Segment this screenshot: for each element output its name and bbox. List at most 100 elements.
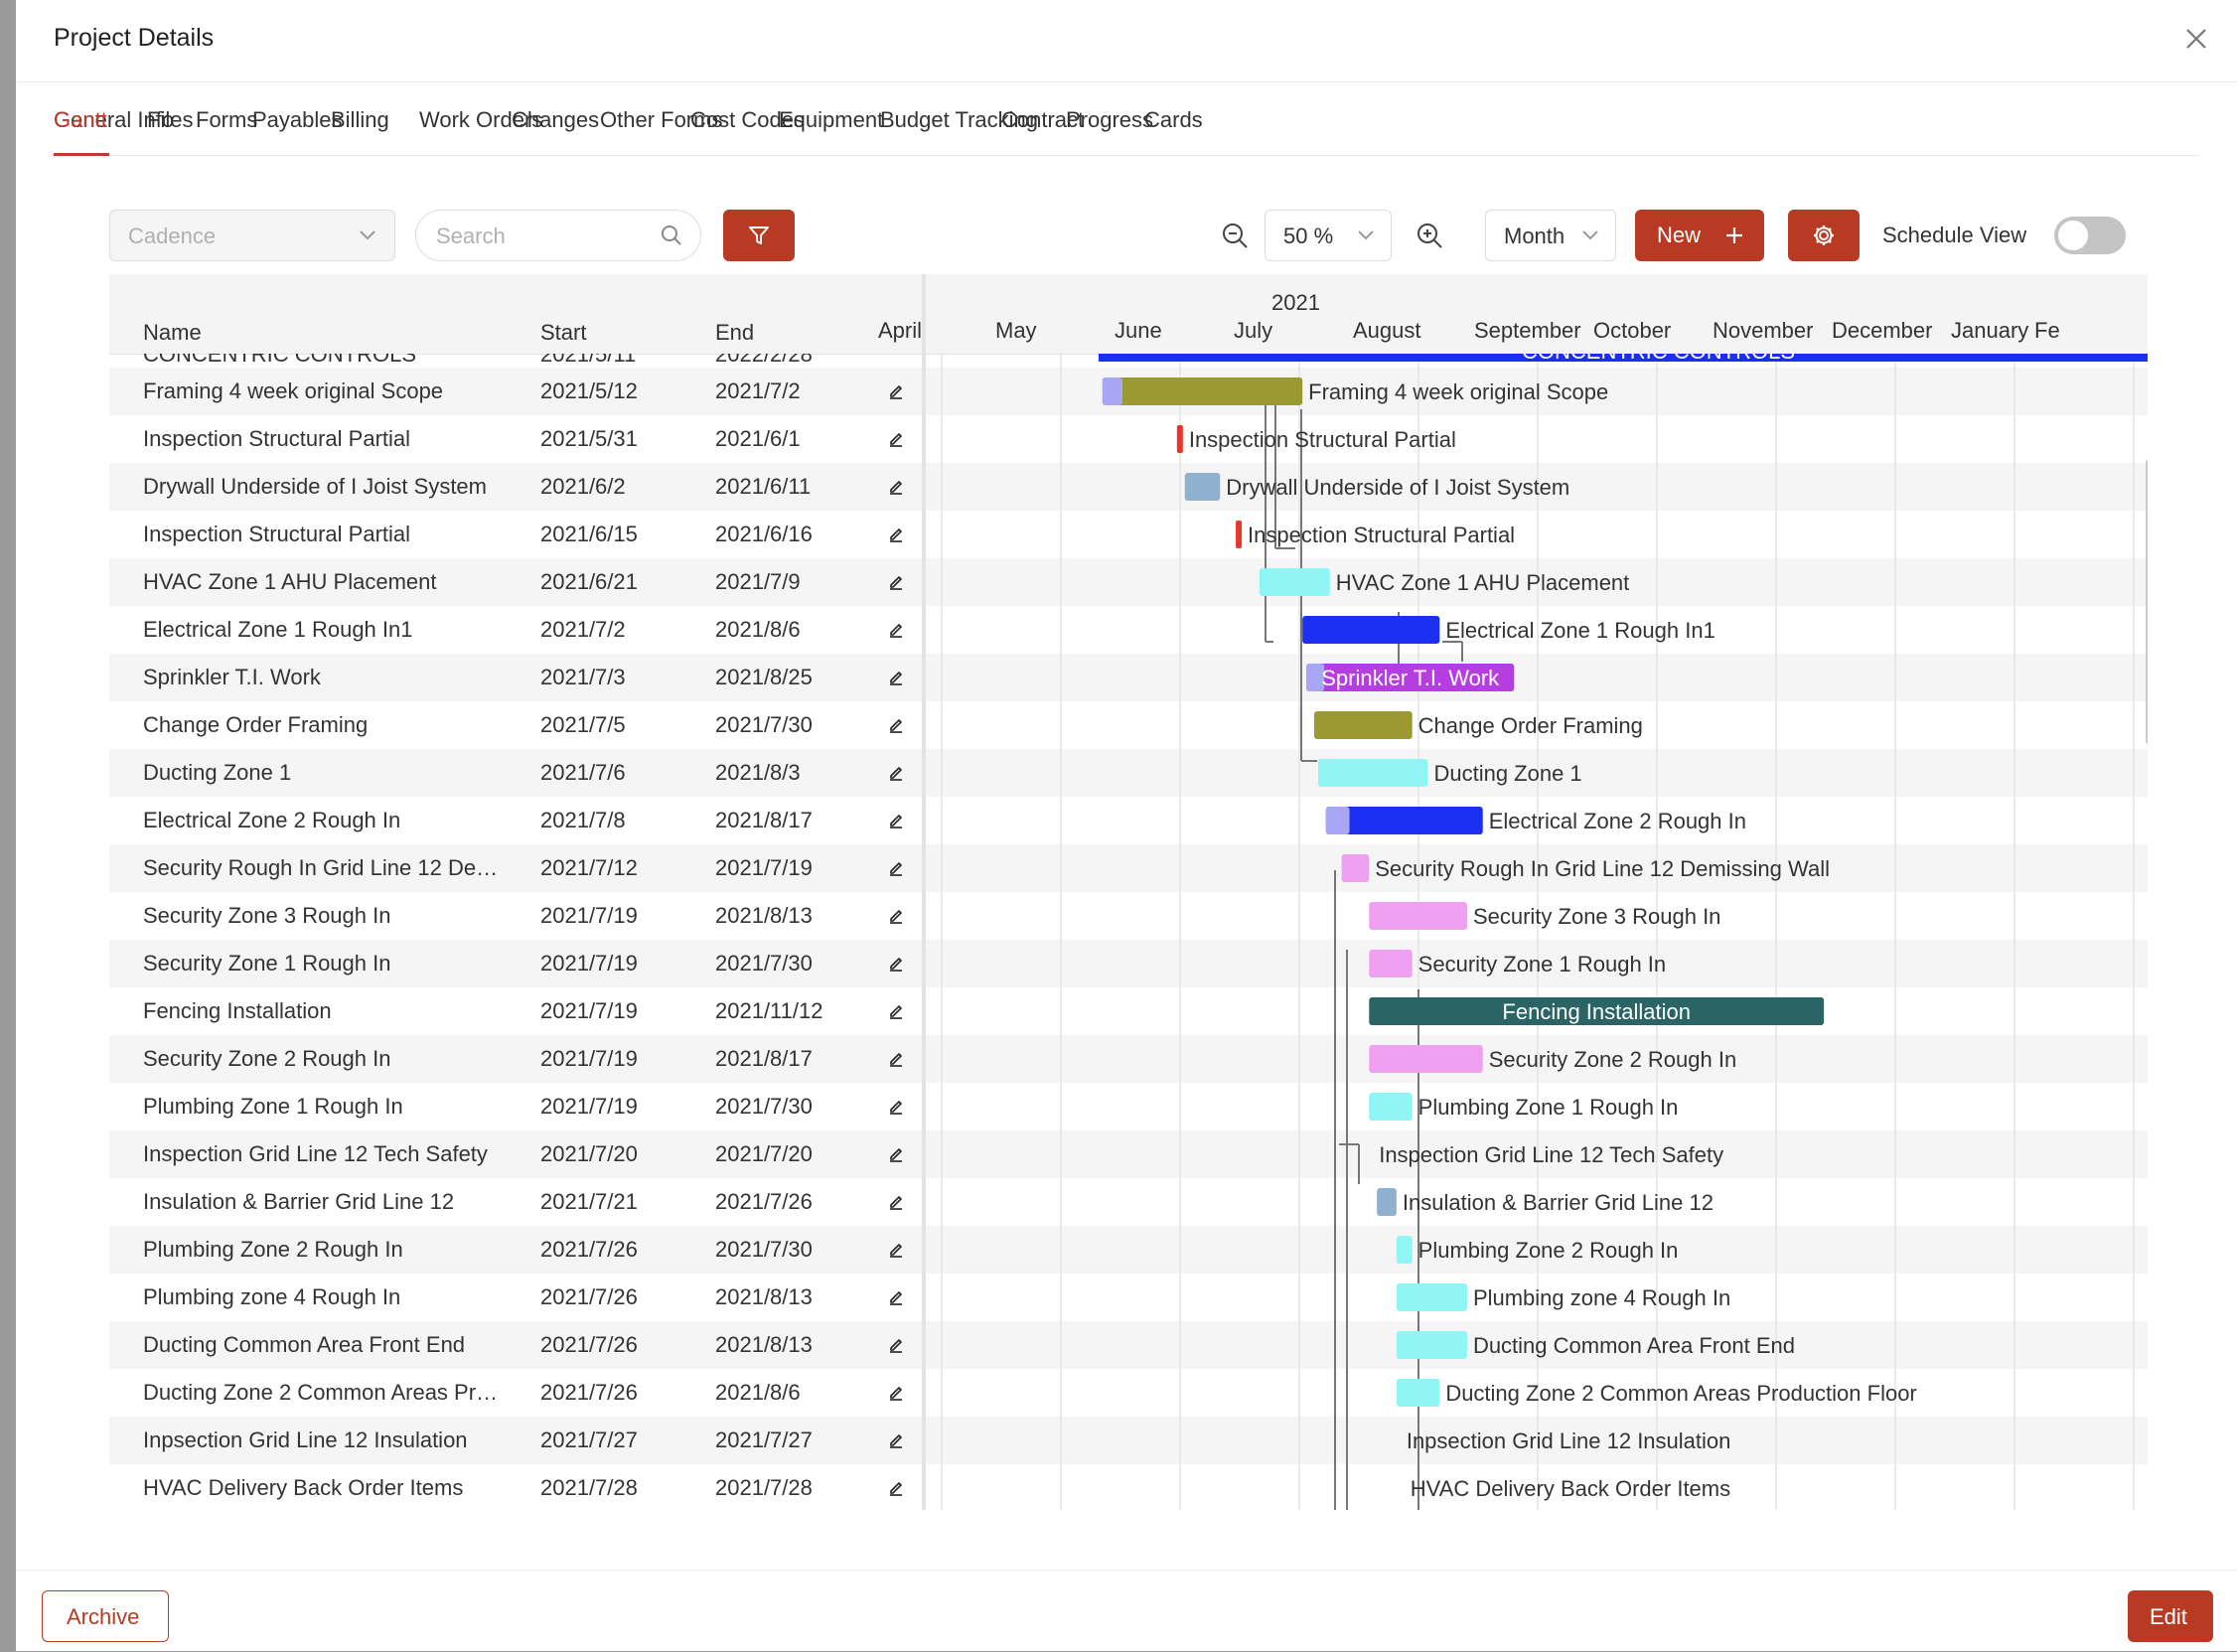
tab-gantt[interactable]: Gantt — [54, 107, 107, 132]
gantt-bar[interactable] — [1377, 1188, 1397, 1216]
tab-other-forms[interactable]: Other Forms — [600, 107, 723, 132]
filter-button[interactable] — [723, 210, 795, 261]
edit-icon[interactable] — [888, 811, 904, 828]
edit-icon[interactable] — [888, 1335, 904, 1353]
column-header-start[interactable]: Start — [540, 320, 587, 345]
edit-icon[interactable] — [888, 715, 904, 733]
edit-icon[interactable] — [888, 906, 904, 924]
cadence-select[interactable]: Cadence — [109, 210, 395, 261]
edit-icon[interactable] — [888, 477, 904, 495]
tab-budget-tracking[interactable]: Budget Tracking — [880, 107, 1038, 132]
table-row[interactable]: Security Zone 1 Rough In 2021/7/19 2021/7/… — [109, 940, 922, 987]
table-row[interactable]: Ducting Zone 2 Common Areas Pr… 2021/7/26… — [109, 1369, 922, 1417]
table-row[interactable]: HVAC Delivery Back Order Items 2021/7/28 2… — [109, 1464, 922, 1510]
gantt-task[interactable]: Plumbing Zone 1 Rough In — [1369, 1093, 1678, 1121]
gantt-task[interactable]: Ducting Zone 1 — [1317, 759, 1582, 787]
settings-button[interactable] — [1788, 210, 1860, 261]
gantt-bar-top[interactable] — [1098, 354, 2148, 362]
tab-contract[interactable]: Contract — [1001, 107, 1085, 132]
edit-icon[interactable] — [888, 1144, 904, 1162]
gantt-task[interactable]: Framing 4 week original Scope — [1102, 377, 1608, 405]
edit-icon[interactable] — [888, 1049, 904, 1067]
gantt-bar[interactable] — [1184, 473, 1221, 501]
search-icon[interactable] — [661, 225, 682, 246]
table-row[interactable]: Ducting Zone 1 2021/7/6 2021/8/3 — [109, 749, 922, 797]
pane-splitter[interactable] — [922, 274, 926, 1510]
gantt-bar[interactable] — [1317, 759, 1428, 787]
gantt-bar[interactable] — [1341, 854, 1370, 882]
edit-icon[interactable] — [888, 954, 904, 972]
gantt-bar[interactable] — [1259, 568, 1330, 596]
edit-icon[interactable] — [888, 572, 904, 590]
edit-icon[interactable] — [888, 763, 904, 781]
edit-icon[interactable] — [888, 1001, 904, 1019]
table-row[interactable]: Security Zone 2 Rough In 2021/7/19 2021/8/… — [109, 1035, 922, 1083]
table-row[interactable]: Plumbing zone 4 Rough In 2021/7/26 2021/8/… — [109, 1274, 922, 1321]
tab-cost-codes[interactable]: Cost Codes — [690, 107, 805, 132]
gantt-bar[interactable] — [1314, 711, 1413, 739]
gantt-task[interactable]: Electrical Zone 1 Rough In1 — [1302, 616, 1715, 644]
tab-files[interactable]: Files — [147, 107, 194, 132]
gantt-task[interactable]: Plumbing Zone 2 Rough In — [1396, 1236, 1679, 1264]
gantt-task[interactable]: Electrical Zone 2 Rough In — [1325, 807, 1746, 834]
zoom-out-icon[interactable] — [1220, 221, 1250, 250]
gantt-task[interactable]: HVAC Delivery Back Order Items — [1411, 1476, 1730, 1501]
gantt-task[interactable]: Inpsection Grid Line 12 Insulation — [1407, 1428, 1731, 1453]
table-row[interactable]: Electrical Zone 1 Rough In1 2021/7/2 2021/… — [109, 606, 922, 654]
table-row[interactable]: HVAC Zone 1 AHU Placement 2021/6/21 2021/7… — [109, 558, 922, 606]
new-button[interactable]: New — [1635, 210, 1764, 261]
edit-icon[interactable] — [888, 1383, 904, 1401]
vertical-scrollbar[interactable] — [2146, 459, 2148, 745]
table-row[interactable]: Inpsection Grid Line 12 Insulation 2021/7… — [109, 1417, 922, 1464]
gantt-task[interactable]: Security Rough In Grid Line 12 Demissing… — [1341, 854, 1830, 882]
column-header-name[interactable]: Name — [143, 320, 202, 345]
search-input[interactable] — [434, 221, 657, 252]
gantt-task[interactable]: Insulation & Barrier Grid Line 12 — [1377, 1188, 1714, 1216]
table-row[interactable]: Insulation & Barrier Grid Line 12 2021/7/… — [109, 1178, 922, 1226]
table-row[interactable]: Framing 4 week original Scope 2021/5/12 20… — [109, 368, 922, 415]
edit-icon[interactable] — [888, 1240, 904, 1258]
edit-icon[interactable] — [888, 525, 904, 542]
gantt-bar[interactable] — [1396, 1379, 1440, 1407]
gantt-bar[interactable] — [1396, 1236, 1413, 1264]
gantt-task[interactable]: Security Zone 1 Rough In — [1369, 950, 1666, 977]
table-row[interactable]: Ducting Common Area Front End 2021/7/26 20… — [109, 1321, 922, 1369]
table-row[interactable]: Security Zone 3 Rough In 2021/7/19 2021/8/… — [109, 892, 922, 940]
tab-payables[interactable]: Payables — [252, 107, 343, 132]
tab-equipment[interactable]: Equipment — [779, 107, 884, 132]
zoom-select[interactable]: 50 % — [1265, 210, 1392, 261]
gantt-task[interactable]: Sprinkler T.I. Work — [1306, 664, 1515, 691]
gantt-task[interactable]: HVAC Zone 1 AHU Placement — [1259, 568, 1630, 596]
gantt-task[interactable]: Drywall Underside of I Joist System — [1184, 473, 1570, 501]
gantt-bar[interactable] — [1102, 377, 1303, 405]
column-header-end[interactable]: End — [715, 320, 755, 345]
edit-button[interactable]: Edit — [2128, 1590, 2213, 1642]
tab-general-info[interactable]: General Info — [54, 107, 175, 132]
table-row[interactable]: Plumbing Zone 1 Rough In 2021/7/19 2021/7/… — [109, 1083, 922, 1130]
edit-icon[interactable] — [888, 381, 904, 399]
table-row[interactable]: Inspection Structural Partial 2021/6/15 20… — [109, 511, 922, 558]
edit-icon[interactable] — [888, 1287, 904, 1305]
table-row[interactable]: Sprinkler T.I. Work 2021/7/3 2021/8/25 — [109, 654, 922, 701]
edit-icon[interactable] — [888, 620, 904, 638]
table-row[interactable]: Plumbing Zone 2 Rough In 2021/7/26 2021/7/… — [109, 1226, 922, 1274]
table-row[interactable]: Inspection Structural Partial 2021/5/31 20… — [109, 415, 922, 463]
gantt-bar[interactable] — [1369, 1093, 1413, 1121]
gantt-task[interactable]: Ducting Common Area Front End — [1396, 1331, 1795, 1359]
tab-work-orders[interactable]: Work Orders — [419, 107, 543, 132]
gantt-milestone[interactable] — [1236, 521, 1243, 548]
edit-icon[interactable] — [888, 1478, 904, 1496]
tab-cards[interactable]: Cards — [1144, 107, 1203, 132]
schedule-view-toggle[interactable] — [2054, 217, 2126, 254]
gantt-task[interactable]: Security Zone 3 Rough In — [1369, 902, 1720, 930]
edit-icon[interactable] — [888, 1430, 904, 1448]
gantt-bar[interactable] — [1369, 1045, 1483, 1073]
tab-forms[interactable]: Forms — [196, 107, 258, 132]
search-field[interactable] — [415, 210, 701, 261]
gantt-task[interactable]: Security Zone 2 Rough In — [1369, 1045, 1736, 1073]
gantt-task[interactable]: Ducting Zone 2 Common Areas Production F… — [1396, 1379, 1917, 1407]
gantt-bar[interactable] — [1302, 616, 1440, 644]
gantt-bar[interactable] — [1369, 950, 1413, 977]
close-icon[interactable] — [2181, 24, 2211, 54]
tab-changes[interactable]: Changes — [512, 107, 600, 132]
